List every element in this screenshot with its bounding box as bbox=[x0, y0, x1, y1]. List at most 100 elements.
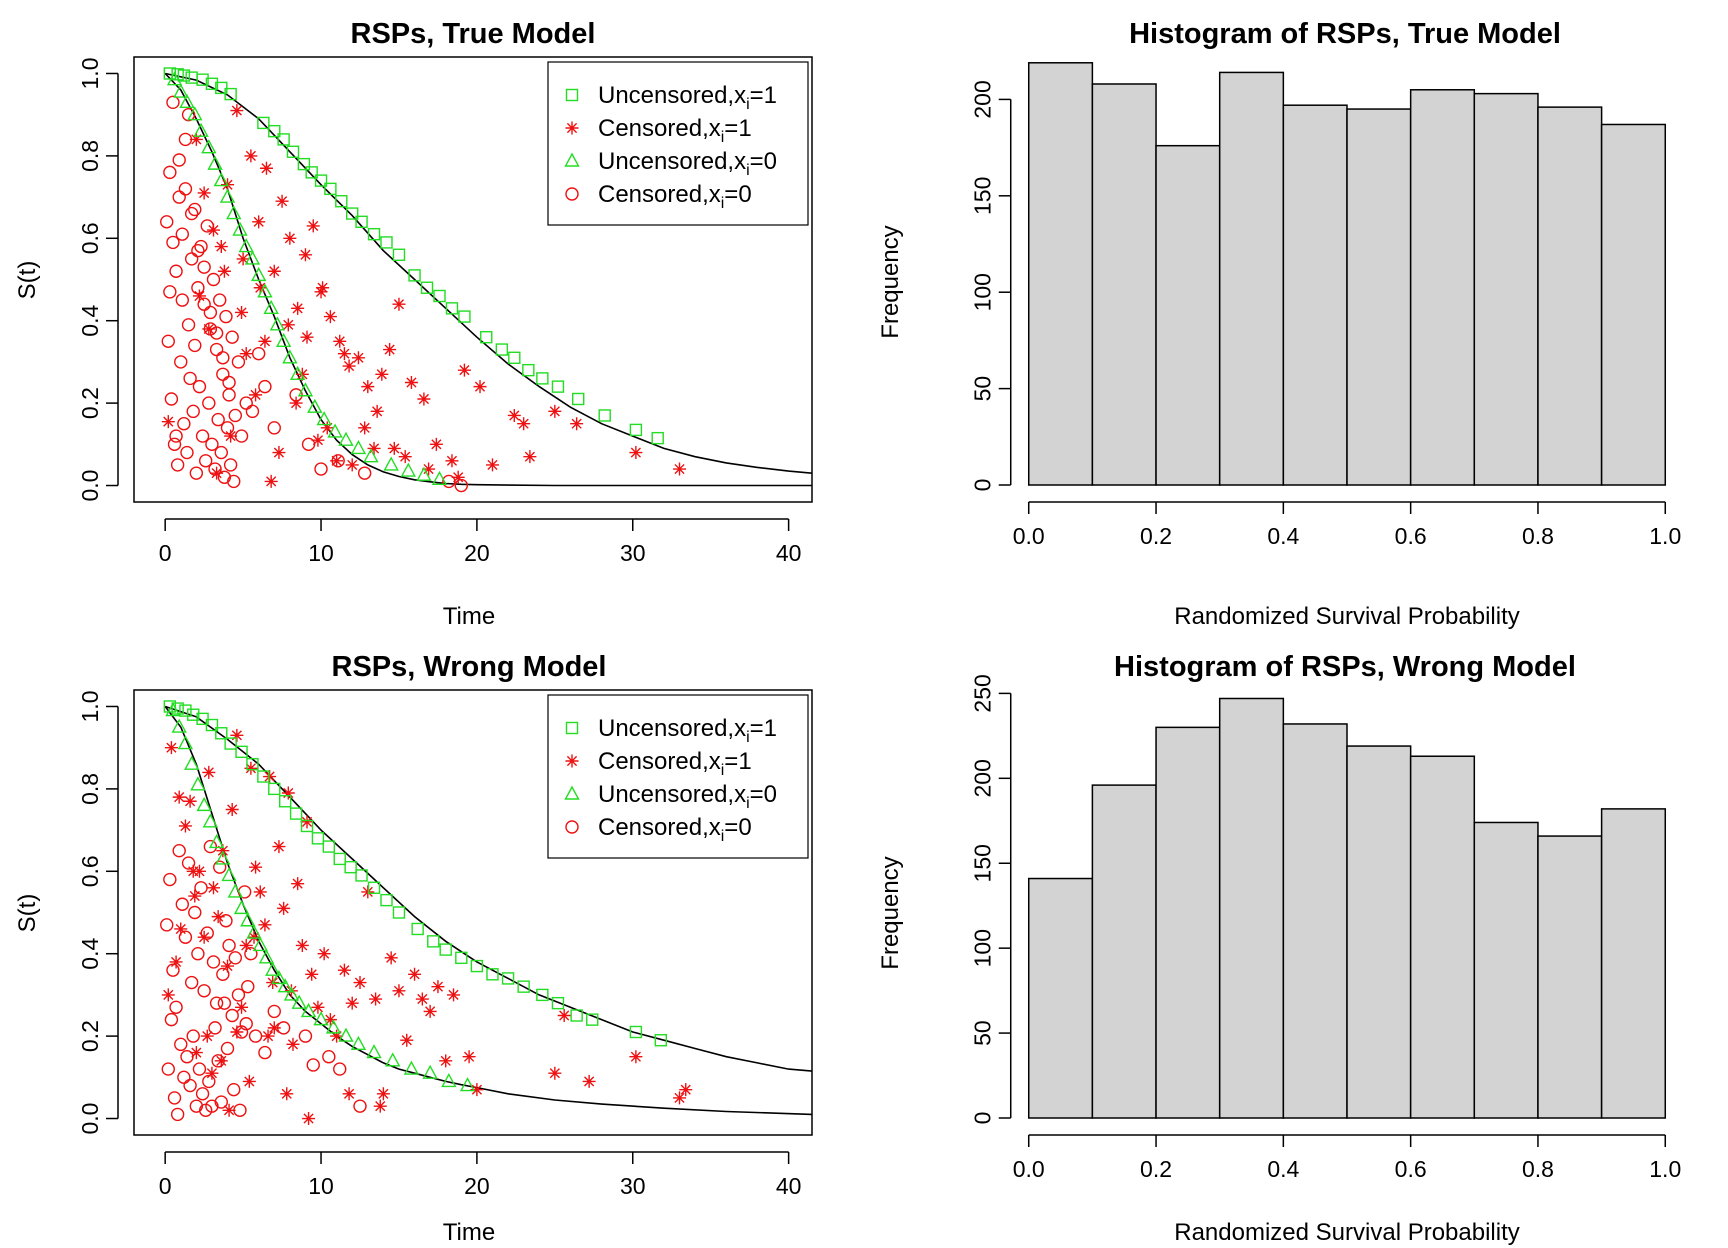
legend-box bbox=[547, 694, 809, 859]
point-cen0 bbox=[191, 281, 205, 295]
point-unc1 bbox=[470, 959, 484, 973]
histogram-bars bbox=[1027, 697, 1667, 1119]
point-cen0 bbox=[298, 1029, 313, 1043]
chart-title: RSPs, True Model bbox=[351, 18, 596, 50]
point-cen1 bbox=[342, 1087, 356, 1101]
point-unc0 bbox=[441, 1072, 457, 1088]
point-cen0 bbox=[225, 330, 239, 344]
point-unc1 bbox=[420, 281, 434, 294]
point-unc1 bbox=[289, 807, 303, 820]
point-cen0 bbox=[184, 252, 199, 266]
histogram-bar bbox=[1027, 877, 1094, 1119]
x-axis-label: Randomized Survival Probability bbox=[1174, 603, 1520, 630]
point-cen0 bbox=[169, 1000, 183, 1014]
panel-histogram-wrong-model: Histogram of RSPs, Wrong Model 0.0 0.2 0.4… bbox=[877, 651, 1681, 1246]
x-axis: 0.0 0.2 0.4 0.6 0.8 1.0 bbox=[1013, 501, 1681, 549]
y-tick-label: 0.0 bbox=[77, 470, 103, 502]
histogram-bar bbox=[1218, 71, 1285, 486]
point-cen1 bbox=[277, 901, 291, 915]
legend-symbols bbox=[564, 721, 580, 834]
point-unc0 bbox=[383, 456, 399, 471]
point-cen1 bbox=[317, 947, 331, 961]
x-axis-label: Time bbox=[443, 603, 495, 630]
point-cen1 bbox=[392, 297, 406, 311]
point-unc0 bbox=[271, 969, 287, 985]
point-cen1 bbox=[200, 1029, 214, 1043]
point-unc1 bbox=[439, 943, 452, 956]
point-cen1 bbox=[485, 458, 499, 472]
point-cen1 bbox=[178, 819, 192, 833]
histogram-bar bbox=[1346, 745, 1412, 1119]
point-cen1 bbox=[673, 1091, 687, 1105]
point-unc0 bbox=[313, 1011, 329, 1026]
point-cen1 bbox=[295, 938, 309, 952]
point-cen0 bbox=[206, 272, 221, 287]
point-cen1 bbox=[673, 462, 687, 476]
point-unc1 bbox=[346, 207, 359, 220]
point-cen0 bbox=[174, 355, 188, 369]
point-cen1 bbox=[570, 417, 584, 431]
point-cen0 bbox=[203, 305, 218, 320]
y-tick-label: 0.4 bbox=[77, 938, 103, 970]
point-cen1 bbox=[548, 404, 562, 418]
x-tick-label: 0.6 bbox=[1395, 1156, 1427, 1182]
point-unc1 bbox=[501, 972, 515, 985]
point-cen1 bbox=[517, 417, 531, 431]
point-unc1 bbox=[187, 708, 200, 721]
point-cen1 bbox=[305, 967, 319, 981]
point-cen1 bbox=[267, 264, 281, 278]
x-tick-label: 0.0 bbox=[1013, 523, 1045, 549]
point-unc0 bbox=[208, 833, 225, 849]
point-unc1 bbox=[455, 951, 468, 965]
panel-rsp-true-model: RSPs, True Model 0 10 20 30 40 0.00.20.40.60… bbox=[14, 18, 813, 630]
point-cen0 bbox=[161, 1062, 175, 1076]
point-cen0 bbox=[188, 338, 202, 353]
point-unc1 bbox=[392, 248, 406, 261]
point-unc0 bbox=[202, 813, 219, 828]
point-cen0 bbox=[239, 396, 253, 410]
point-cen1 bbox=[224, 429, 238, 443]
point-cen1 bbox=[206, 223, 220, 237]
point-cen1 bbox=[302, 1112, 316, 1126]
point-cen0 bbox=[181, 318, 196, 332]
legend-entry-uncensored-x1: Uncensored,xi=1 bbox=[598, 82, 777, 113]
point-cen0 bbox=[353, 1099, 367, 1113]
point-unc0 bbox=[289, 365, 306, 380]
point-unc0 bbox=[232, 221, 248, 236]
point-unc1 bbox=[335, 195, 348, 208]
point-cen1 bbox=[383, 343, 397, 357]
histogram-bar bbox=[1537, 106, 1603, 486]
point-cen0 bbox=[222, 938, 236, 953]
point-unc0 bbox=[207, 155, 223, 170]
point-unc0 bbox=[221, 866, 237, 882]
point-cen1 bbox=[431, 980, 445, 994]
point-cen0 bbox=[175, 227, 190, 241]
point-cen0 bbox=[200, 926, 214, 940]
histogram-bar bbox=[1600, 123, 1667, 486]
point-cen1 bbox=[230, 104, 244, 118]
y-tick-label: 150 bbox=[970, 844, 996, 882]
point-cen1 bbox=[272, 446, 286, 460]
point-unc1 bbox=[486, 968, 499, 981]
point-cen0 bbox=[267, 1004, 281, 1019]
point-cen0 bbox=[220, 1041, 235, 1056]
point-unc1 bbox=[367, 227, 381, 241]
point-unc0 bbox=[459, 1077, 476, 1092]
point-cen1 bbox=[283, 231, 297, 245]
point-unc0 bbox=[179, 93, 195, 109]
point-cen1 bbox=[169, 955, 183, 969]
point-cen1 bbox=[164, 741, 178, 755]
point-unc0 bbox=[282, 349, 298, 364]
legend-entry-censored-x0: Censored,xi=0 bbox=[598, 181, 752, 212]
point-cen1 bbox=[417, 392, 431, 406]
point-cen1 bbox=[222, 1103, 236, 1117]
point-cen1 bbox=[392, 984, 406, 998]
point-unc1 bbox=[572, 392, 585, 406]
x-tick-label: 40 bbox=[776, 540, 802, 566]
point-cen0 bbox=[258, 379, 272, 394]
point-cen1 bbox=[429, 437, 443, 451]
point-cen0 bbox=[198, 454, 213, 468]
point-unc1 bbox=[551, 380, 565, 393]
point-unc1 bbox=[508, 351, 521, 364]
point-cen0 bbox=[166, 235, 180, 250]
